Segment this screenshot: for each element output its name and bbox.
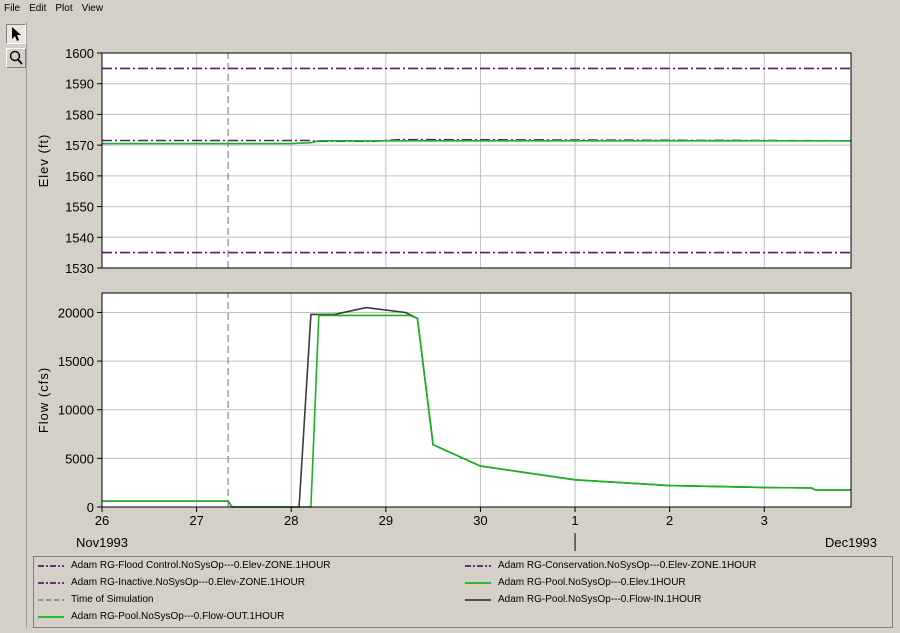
legend-entry: Adam RG-Flood Control.NoSysOp---0.Elev-Z… — [37, 560, 331, 571]
plot-frame — [101, 292, 852, 508]
plot-frame — [101, 52, 852, 269]
y-tick-label: 20000 — [58, 305, 94, 320]
legend-label: Adam RG-Pool.NoSysOp---0.Flow-IN.1HOUR — [498, 594, 702, 605]
legend-entry: Adam RG-Pool.NoSysOp---0.Elev.1HOUR — [464, 577, 686, 588]
legend-swatch — [38, 581, 64, 584]
month-label-left: Nov1993 — [76, 535, 128, 550]
pointer-tool-button[interactable] — [6, 24, 26, 44]
menu-plot[interactable]: Plot — [55, 2, 73, 14]
legend-label: Adam RG-Inactive.NoSysOp---0.Elev-ZONE.1… — [71, 577, 305, 588]
legend-swatch — [38, 564, 64, 567]
y-tick-label: 5000 — [65, 451, 94, 466]
x-tick-label: 3 — [761, 513, 768, 528]
menu-bar: File Edit Plot View — [0, 0, 900, 16]
y-tick-label: 1600 — [65, 46, 94, 61]
y-tick-label: 1580 — [65, 107, 94, 122]
legend-entry: Adam RG-Inactive.NoSysOp---0.Elev-ZONE.1… — [37, 577, 305, 588]
menu-edit[interactable]: Edit — [29, 2, 47, 14]
legend-label: Adam RG-Pool.NoSysOp---0.Elev.1HOUR — [498, 577, 686, 588]
menu-file[interactable]: File — [4, 2, 21, 14]
legend-label: Adam RG-Pool.NoSysOp---0.Flow-OUT.1HOUR — [71, 611, 285, 622]
y-tick-label: 0 — [87, 500, 94, 515]
legend: Adam RG-Flood Control.NoSysOp---0.Elev-Z… — [33, 556, 893, 628]
legend-label: Adam RG-Conservation.NoSysOp---0.Elev-ZO… — [498, 560, 757, 571]
y-axis-label: Flow (cfs) — [36, 367, 51, 433]
menu-view[interactable]: View — [81, 2, 104, 14]
y-tick-label: 1590 — [65, 77, 94, 92]
legend-entry: Time of Simulation — [37, 594, 153, 605]
legend-label: Adam RG-Flood Control.NoSysOp---0.Elev-Z… — [71, 560, 331, 571]
plot-background — [102, 293, 851, 507]
legend-swatch — [38, 615, 64, 618]
y-tick-label: 1540 — [65, 230, 94, 245]
y-tick-label: 15000 — [58, 354, 94, 369]
legend-entry: Adam RG-Pool.NoSysOp---0.Flow-OUT.1HOUR — [37, 611, 284, 622]
y-tick-label: 1550 — [65, 200, 94, 215]
zoom-tool-button[interactable] — [6, 48, 26, 68]
y-tick-label: 1560 — [65, 169, 94, 184]
plot-background — [102, 53, 851, 268]
legend-entry: Adam RG-Pool.NoSysOp---0.Flow-IN.1HOUR — [464, 594, 701, 605]
legend-swatch — [465, 598, 491, 601]
x-tick-label: 27 — [189, 513, 203, 528]
x-tick-label: 28 — [284, 513, 298, 528]
y-axis-label: Elev (ft) — [36, 134, 51, 188]
y-tick-label: 1530 — [65, 261, 94, 276]
chart-area: 1530 1540 1550 1560 1570 1580 1590 1600 Elev (ft… — [36, 46, 877, 551]
x-tick-label: 2 — [666, 513, 673, 528]
legend-entry: Adam RG-Conservation.NoSysOp---0.Elev-ZO… — [464, 560, 756, 571]
legend-swatch — [38, 598, 64, 601]
y-tick-label: 10000 — [58, 403, 94, 418]
x-tick-label: 29 — [379, 513, 393, 528]
magnifier-icon — [9, 50, 23, 65]
x-tick-label: 30 — [473, 513, 487, 528]
legend-swatch — [465, 581, 491, 584]
arrow-pointer-icon — [12, 27, 21, 41]
tool-palette — [4, 22, 27, 628]
y-tick-label: 1570 — [65, 138, 94, 153]
month-label-right: Dec1993 — [825, 535, 877, 550]
legend-swatch — [465, 564, 491, 567]
x-tick-label: 26 — [95, 513, 109, 528]
x-tick-label: 1 — [571, 513, 578, 528]
legend-label: Time of Simulation — [71, 594, 154, 605]
